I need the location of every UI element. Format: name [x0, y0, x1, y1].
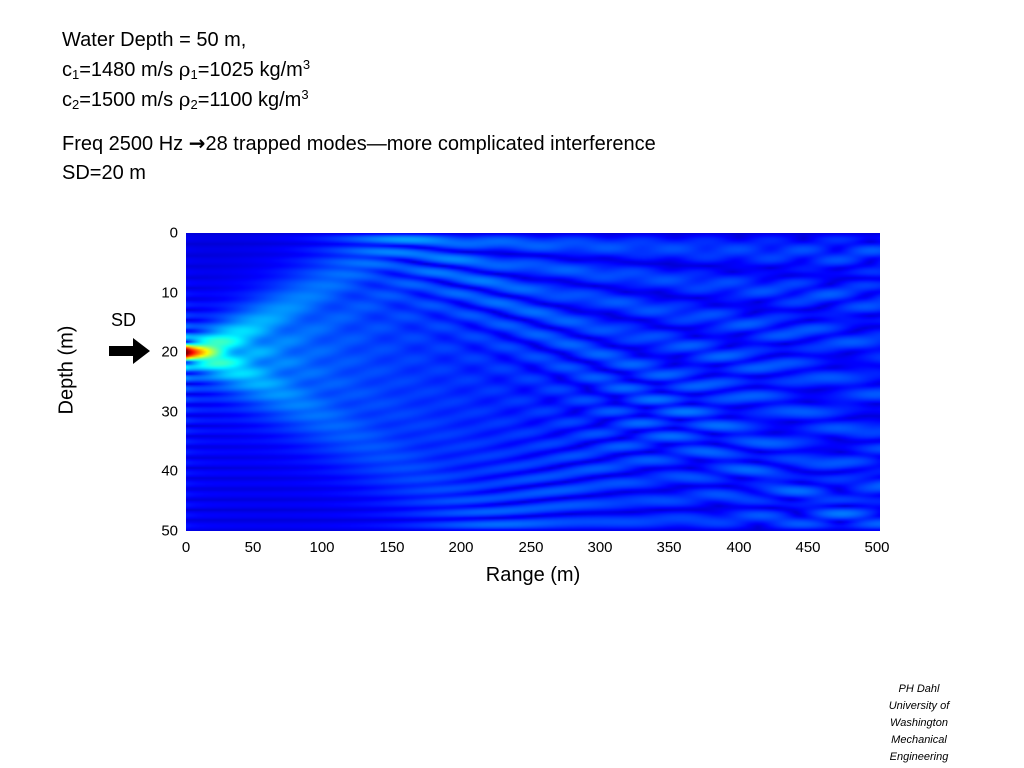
x-tick-label: 150	[379, 539, 405, 556]
department: Mechanical Engineering	[889, 734, 949, 763]
right-arrow-icon: →	[188, 131, 206, 155]
author-credits: PH Dahl University of Washington Mechani…	[867, 681, 972, 766]
y-tick-label: 20	[161, 343, 178, 361]
x-tick-label: 450	[795, 539, 821, 556]
x-axis-label: Range (m)	[485, 564, 581, 586]
x-tick-label: 300	[587, 539, 613, 556]
x-tick-label: 0	[181, 539, 191, 556]
frequency-line: Freq 2500 Hz →28 trapped modes—more comp…	[62, 131, 656, 155]
slide-header: Water Depth = 50 m, c1=1480 m/s ρ1=1025 …	[62, 26, 656, 188]
x-tick-label: 50	[244, 539, 262, 556]
y-tick-label: 30	[161, 403, 178, 421]
heatmap-plot	[186, 233, 880, 531]
author-name: PH Dahl	[898, 683, 940, 695]
y-tick-label: 10	[161, 284, 178, 302]
source-depth-line: SD=20 m	[62, 162, 146, 184]
x-tick-label: 200	[448, 539, 474, 556]
x-tick-label: 350	[656, 539, 682, 556]
y-tick-label: 0	[169, 224, 178, 242]
y-tick-label: 50	[161, 522, 178, 540]
y-axis-label: Depth (m)	[55, 325, 78, 415]
layer1-params-line: c1=1480 m/s ρ1=1025 kg/m3	[62, 57, 311, 82]
source-depth-arrow-icon	[109, 338, 150, 364]
x-tick-label: 500	[864, 539, 890, 556]
x-tick-label: 400	[726, 539, 752, 556]
y-tick-label: 40	[161, 462, 178, 480]
water-depth-line: Water Depth = 50 m,	[62, 29, 247, 51]
layer2-params-line: c2=1500 m/s ρ2=1100 kg/m3	[62, 87, 309, 112]
institution: University of Washington	[888, 700, 950, 729]
source-depth-label: SD	[111, 310, 137, 330]
x-tick-label: 250	[518, 539, 544, 556]
x-tick-label: 100	[309, 539, 335, 556]
